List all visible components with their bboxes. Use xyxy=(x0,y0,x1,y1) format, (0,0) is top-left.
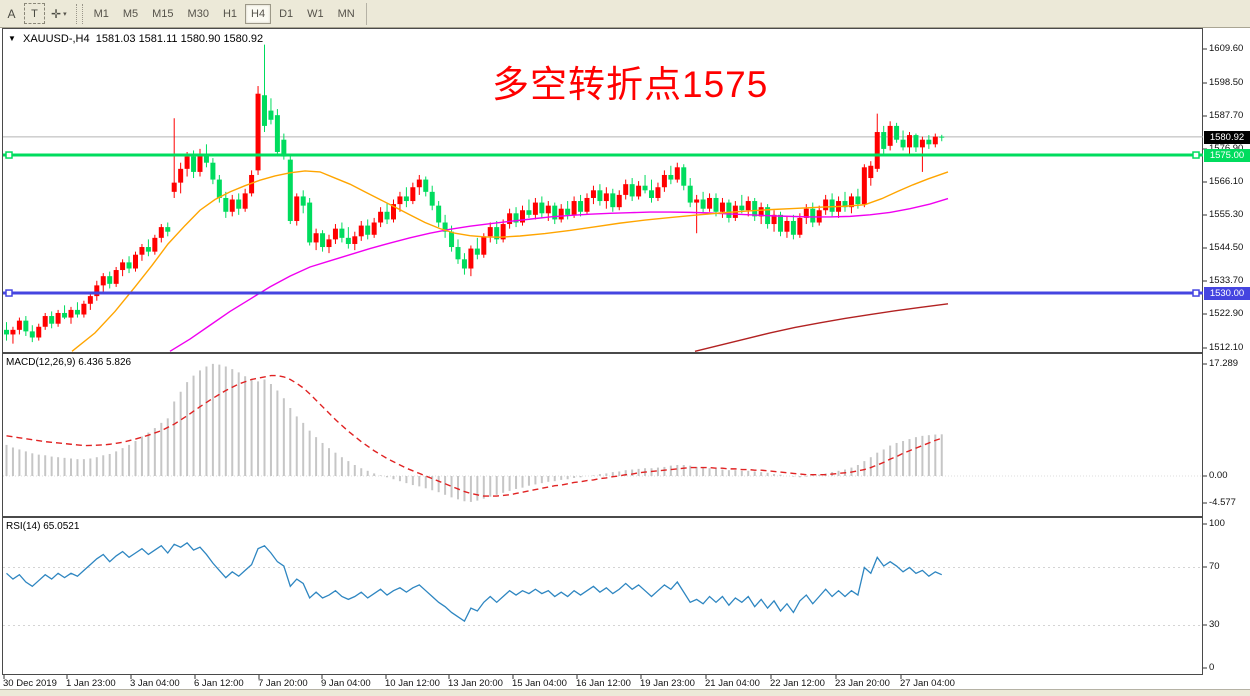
font-tool-button[interactable]: A xyxy=(1,3,22,24)
chart-annotation-text[interactable]: 多空转折点1575 xyxy=(492,64,769,105)
time-axis-label: 27 Jan 04:00 xyxy=(900,678,955,689)
chart-symbol-header[interactable]: ▼ XAUUSD-,H4 1581.03 1581.11 1580.90 158… xyxy=(8,33,263,45)
time-axis-label: 22 Jan 12:00 xyxy=(770,678,825,689)
close-value: 1580.92 xyxy=(223,33,264,45)
price-axis-tick: 1587.70 xyxy=(1209,110,1244,121)
toolbar-grip xyxy=(75,3,83,24)
time-axis-label: 30 Dec 2019 xyxy=(3,678,57,689)
rsi-axis-tick: 30 xyxy=(1209,619,1220,630)
macd-values: 6.436 5.826 xyxy=(78,357,132,368)
time-axis-label: 19 Jan 23:00 xyxy=(640,678,695,689)
price-axis-tick: 1512.10 xyxy=(1209,342,1244,353)
tab-timeframe-M30[interactable]: M30 xyxy=(182,4,215,24)
time-axis-label: 3 Jan 04:00 xyxy=(130,678,180,689)
symbol-label: XAUUSD-,H4 xyxy=(22,33,90,45)
tab-timeframe-H4[interactable]: H4 xyxy=(245,3,272,24)
rsi-name: RSI(14) xyxy=(6,521,41,532)
time-axis-label: 16 Jan 12:00 xyxy=(576,678,631,689)
macd-label: MACD(12,26,9) 6.436 5.826 xyxy=(6,357,131,368)
price-axis-tick: 1533.70 xyxy=(1209,275,1244,286)
tab-timeframe-D1[interactable]: D1 xyxy=(273,4,299,24)
tab-timeframe-H1[interactable]: H1 xyxy=(217,4,243,24)
price-axis-tick: 1609.60 xyxy=(1209,43,1244,54)
time-axis-label: 7 Jan 20:00 xyxy=(258,678,308,689)
text-label-tool-button[interactable]: T xyxy=(24,3,45,24)
rsi-axis-tick: 0 xyxy=(1209,662,1215,673)
chevron-down-icon: ▾ xyxy=(63,10,67,18)
last-price-badge: 1580.92 xyxy=(1204,130,1250,144)
macd-axis-tick: 17.289 xyxy=(1209,358,1239,369)
time-axis-label: 10 Jan 12:00 xyxy=(385,678,440,689)
time-axis-label: 9 Jan 04:00 xyxy=(321,678,371,689)
rsi-axis-tick: 100 xyxy=(1209,518,1225,529)
arrow-tool-icon: ✛ xyxy=(51,6,62,21)
toolbar-separator xyxy=(365,2,367,25)
low-value: 1580.90 xyxy=(180,33,221,45)
macd-panel[interactable] xyxy=(2,353,1203,517)
time-axis-label: 6 Jan 12:00 xyxy=(194,678,244,689)
time-axis-label: 21 Jan 04:00 xyxy=(705,678,760,689)
rsi-panel[interactable] xyxy=(2,517,1203,675)
time-axis-label: 13 Jan 20:00 xyxy=(448,678,503,689)
open-value: 1581.03 xyxy=(95,33,136,45)
hline-blue-badge: 1530.00 xyxy=(1204,286,1250,300)
macd-axis-tick: 0.00 xyxy=(1209,470,1228,481)
window-bottom-strip xyxy=(0,689,1250,696)
tab-timeframe-M1[interactable]: M1 xyxy=(88,4,115,24)
price-axis-tick: 1598.50 xyxy=(1209,77,1244,88)
tab-timeframe-M15[interactable]: M15 xyxy=(146,4,179,24)
time-axis-label: 23 Jan 20:00 xyxy=(835,678,890,689)
macd-axis-tick: -4.577 xyxy=(1209,497,1236,508)
toolbar: A T ✛ ▾ M1 M5 M15 M30 H1 H4 D1 W1 MN xyxy=(0,0,1250,28)
time-axis-label: 1 Jan 23:00 xyxy=(66,678,116,689)
high-value: 1581.11 xyxy=(138,33,178,45)
price-axis-tick: 1555.30 xyxy=(1209,209,1244,220)
tab-timeframe-W1[interactable]: W1 xyxy=(301,4,330,24)
price-axis-tick: 1522.90 xyxy=(1209,308,1244,319)
timeframe-group: M1 M5 M15 M30 H1 H4 D1 W1 MN xyxy=(87,3,362,24)
price-axis-tick: 1544.50 xyxy=(1209,242,1244,253)
tab-timeframe-M5[interactable]: M5 xyxy=(117,4,144,24)
hline-green-badge: 1575.00 xyxy=(1204,148,1250,162)
time-axis-label: 15 Jan 04:00 xyxy=(512,678,567,689)
chevron-down-icon: ▼ xyxy=(8,34,16,43)
price-axis-tick: 1566.10 xyxy=(1209,176,1244,187)
macd-name: MACD(12,26,9) xyxy=(6,357,76,368)
tab-timeframe-MN[interactable]: MN xyxy=(332,4,361,24)
arrow-tool-button[interactable]: ✛ ▾ xyxy=(47,3,71,24)
rsi-axis-tick: 70 xyxy=(1209,561,1220,572)
rsi-label: RSI(14) 65.0521 xyxy=(6,521,79,532)
rsi-value: 65.0521 xyxy=(43,521,80,532)
